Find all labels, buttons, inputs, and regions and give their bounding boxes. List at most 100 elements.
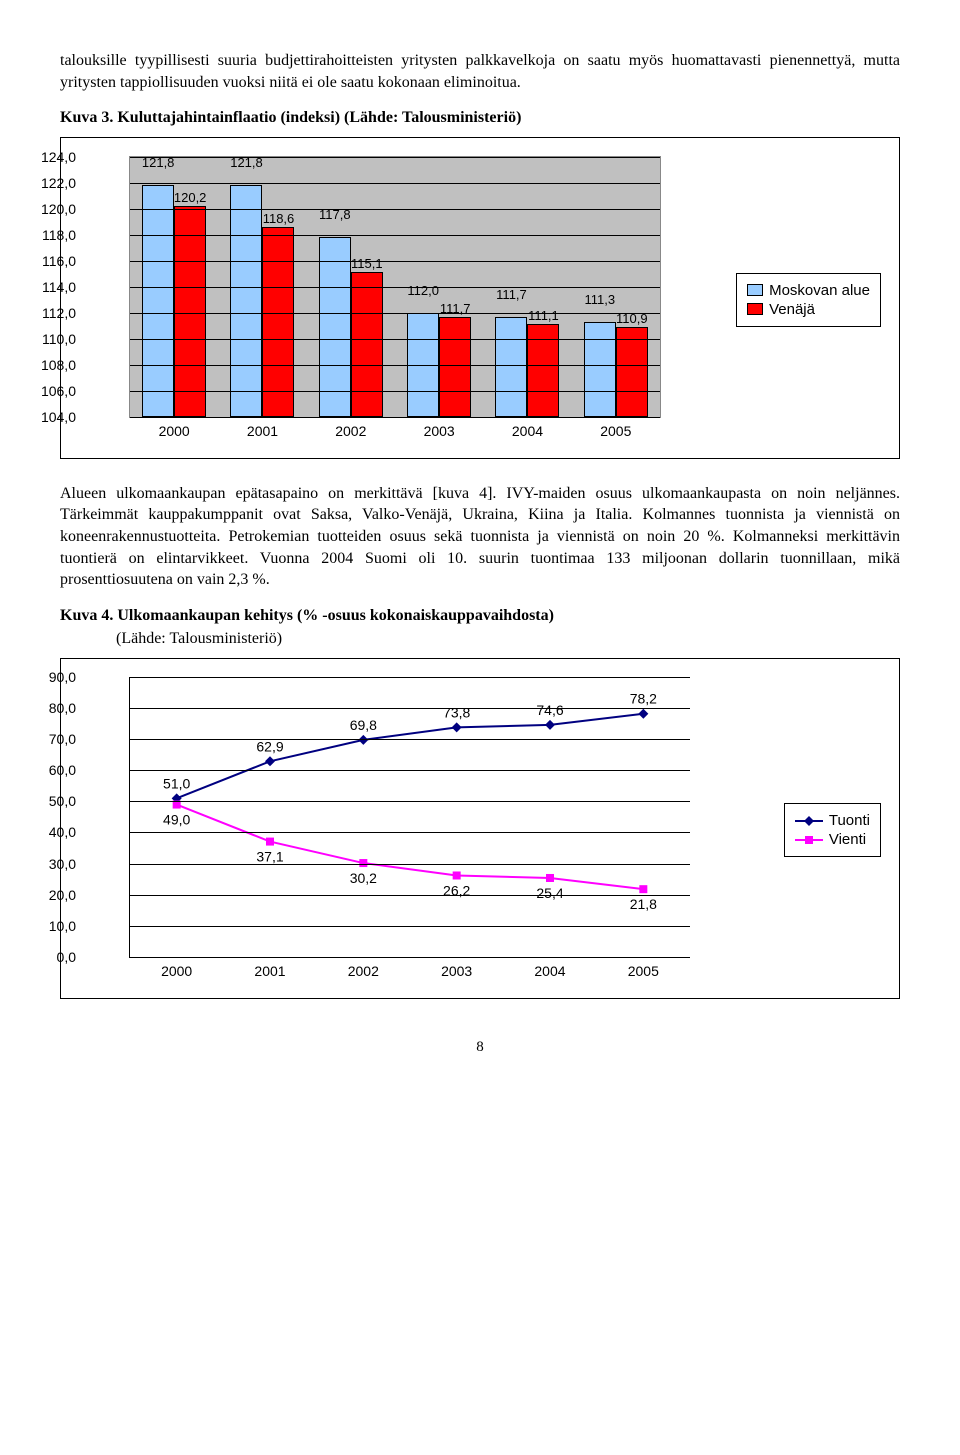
chart2-data-label: 73,8 — [443, 704, 470, 720]
chart2-plot-wrapper: 0,010,020,030,040,050,060,070,080,090,0 … — [79, 677, 764, 984]
kuva3-title: Kuva 3. Kuluttajahintainflaatio (indeksi… — [60, 107, 900, 129]
chart2-data-label: 78,2 — [630, 691, 657, 707]
chart2-data-label: 26,2 — [443, 882, 470, 898]
chart2-legend-row: Vienti — [795, 831, 870, 848]
chart1-bar: 111,7 — [439, 317, 471, 417]
chart1-bar-label: 111,7 — [496, 287, 527, 302]
legend-label: Venäjä — [769, 301, 815, 318]
chart1-bar: 121,8 — [230, 185, 262, 416]
chart2-data-label: 62,9 — [256, 738, 283, 754]
chart1-y-tick: 108,0 — [41, 357, 76, 373]
kuva4-title: Kuva 4. Ulkomaankaupan kehitys (% -osuus… — [60, 605, 900, 627]
chart2-data-label: 74,6 — [536, 702, 563, 718]
chart2-data-label: 37,1 — [256, 849, 283, 865]
chart2-y-tick: 50,0 — [49, 793, 76, 809]
chart2-gridline — [130, 801, 690, 802]
chart2-data-label: 51,0 — [163, 775, 190, 791]
legend-line-icon — [795, 815, 823, 827]
chart2-gridline — [130, 832, 690, 833]
chart1-gridline — [130, 235, 660, 236]
chart2-marker — [545, 720, 555, 730]
chart1-plot-wrapper: 104,0106,0108,0110,0112,0114,0116,0118,0… — [79, 156, 716, 444]
chart1-plot-area: 104,0106,0108,0110,0112,0114,0116,0118,0… — [129, 156, 661, 418]
chart1-y-tick: 114,0 — [42, 279, 76, 295]
chart1-bar: 120,2 — [174, 206, 206, 417]
chart1-bar: 110,9 — [616, 327, 648, 417]
chart1-x-tick: 2003 — [395, 423, 483, 439]
chart2-marker — [639, 885, 647, 893]
chart1-bar: 118,6 — [262, 227, 294, 417]
intro-paragraph: talouksille tyypillisesti suuria budjett… — [60, 50, 900, 93]
chart1-bar-label: 111,1 — [528, 308, 559, 323]
legend-swatch — [747, 284, 763, 296]
chart2-marker — [265, 756, 275, 766]
chart1-y-tick: 118,0 — [42, 227, 76, 243]
kuva3-title-text: Kuva 3. Kuluttajahintainflaatio (indeksi… — [60, 109, 521, 126]
chart2-container: 0,010,020,030,040,050,060,070,080,090,0 … — [60, 658, 900, 999]
chart1-bar: 111,3 — [584, 322, 616, 417]
chart1-gridline — [130, 261, 660, 262]
chart2-data-label: 49,0 — [163, 811, 190, 827]
chart2-y-tick: 60,0 — [49, 762, 76, 778]
chart2-plot-area: 0,010,020,030,040,050,060,070,080,090,0 … — [129, 677, 690, 958]
chart2-y-tick: 0,0 — [57, 949, 76, 965]
chart1-x-tick: 2000 — [130, 423, 218, 439]
chart2-y-tick: 70,0 — [49, 731, 76, 747]
legend-label: Moskovan alue — [769, 282, 870, 299]
chart2-legend-row: Tuonti — [795, 812, 870, 829]
chart1-container: 104,0106,0108,0110,0112,0114,0116,0118,0… — [60, 137, 900, 459]
chart2-series-line — [177, 804, 644, 889]
chart1-y-tick: 110,0 — [42, 331, 76, 347]
chart1-y-tick: 124,0 — [41, 149, 76, 165]
chart2-gridline — [130, 708, 690, 709]
chart1-gridline — [130, 339, 660, 340]
chart2-y-tick: 30,0 — [49, 856, 76, 872]
chart1-gridline — [130, 391, 660, 392]
chart1-x-tick: 2004 — [483, 423, 571, 439]
chart1-y-tick: 106,0 — [41, 383, 76, 399]
chart1-y-tick: 122,0 — [41, 175, 76, 191]
chart2-y-tick: 10,0 — [49, 918, 76, 934]
chart2-gridline — [130, 864, 690, 865]
chart2-marker — [546, 874, 554, 882]
chart2-marker — [453, 871, 461, 879]
chart2-x-tick: 2004 — [503, 963, 596, 979]
chart2-x-tick: 2001 — [223, 963, 316, 979]
chart1-legend: Moskovan alue Venäjä — [736, 273, 881, 327]
chart2-x-tick: 2005 — [597, 963, 690, 979]
chart2-data-label: 25,4 — [536, 885, 563, 901]
chart2-legend: Tuonti Vienti — [784, 803, 881, 857]
chart2-gridline — [130, 677, 690, 678]
chart2-y-tick: 20,0 — [49, 887, 76, 903]
chart2-x-tick: 2003 — [410, 963, 503, 979]
legend-line-icon — [795, 834, 823, 846]
chart2-marker — [638, 709, 648, 719]
chart1-legend-row: Moskovan alue — [747, 282, 870, 299]
chart2-series-line — [177, 714, 644, 799]
chart1-y-tick: 104,0 — [41, 409, 76, 425]
page-number: 8 — [60, 1039, 900, 1056]
legend-label: Vienti — [829, 831, 866, 848]
chart1-bar-label: 120,2 — [174, 190, 207, 205]
chart2-marker — [452, 722, 462, 732]
body-paragraph: Alueen ulkomaankaupan epätasapaino on me… — [60, 483, 900, 591]
legend-swatch — [747, 303, 763, 315]
chart1-bar: 111,7 — [495, 317, 527, 417]
chart1-gridline — [130, 313, 660, 314]
chart1-bar: 121,8 — [142, 185, 174, 416]
chart2-marker — [266, 838, 274, 846]
chart2-gridline — [130, 770, 690, 771]
legend-label: Tuonti — [829, 812, 870, 829]
chart1-gridline — [130, 157, 660, 158]
chart1-x-tick: 2005 — [572, 423, 660, 439]
chart2-y-tick: 40,0 — [49, 824, 76, 840]
chart2-y-tick: 80,0 — [49, 700, 76, 716]
chart1-bar: 115,1 — [351, 272, 383, 416]
chart1-x-axis: 200020012002200320042005 — [130, 423, 660, 439]
chart2-data-label: 69,8 — [350, 717, 377, 733]
chart1-gridline — [130, 209, 660, 210]
chart2-svg: 51,062,969,873,874,678,249,037,130,226,2… — [130, 677, 690, 957]
chart2-x-tick: 2002 — [317, 963, 410, 979]
chart1-bar-label: 118,6 — [263, 211, 295, 226]
chart1-y-tick: 112,0 — [42, 305, 76, 321]
